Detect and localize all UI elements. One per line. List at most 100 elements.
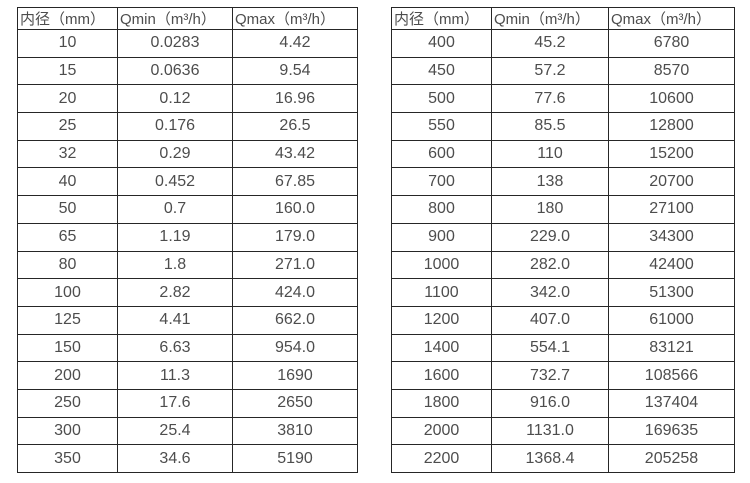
table-row: 550 85.5 12800: [391, 112, 735, 141]
table-cell: 3810: [232, 416, 358, 446]
table-cell: 27100: [608, 195, 735, 224]
table-cell: 450: [391, 56, 492, 86]
table-cell: 662.0: [232, 305, 358, 335]
table-cell: 85.5: [491, 112, 609, 141]
table-cell: 11.3: [117, 361, 233, 390]
table-row: 350 34.6 5190: [17, 444, 358, 473]
flow-spec-table-small-diameters: 内径（mm） Qmin（m³/h） Qmax（m³/h） 10 0.0283 4.42 15…: [17, 7, 358, 473]
table-cell: 200: [17, 361, 118, 390]
table-cell: 1100: [391, 278, 492, 307]
table-cell: 10: [17, 29, 118, 58]
table-cell: 20: [17, 84, 118, 114]
table-cell: 100: [17, 278, 118, 307]
table-cell: 80: [17, 250, 118, 280]
table-cell: 1200: [391, 305, 492, 335]
table-cell: 6.63: [117, 333, 233, 363]
table-cell: 8570: [608, 56, 735, 86]
table-cell: 954.0: [232, 333, 358, 363]
table-cell: 0.29: [117, 139, 233, 169]
table-row: 400 45.2 6780: [391, 29, 735, 58]
table-cell: 0.452: [117, 167, 233, 197]
table-cell: 20700: [608, 167, 735, 197]
table-row: 150 6.63 954.0: [17, 333, 358, 363]
table-cell: 77.6: [491, 84, 609, 114]
table-row: 600 110 15200: [391, 139, 735, 169]
table-cell: 32: [17, 139, 118, 169]
table-cell: 17.6: [117, 388, 233, 418]
table-cell: 1.19: [117, 222, 233, 252]
table-cell: 0.176: [117, 112, 233, 141]
table-cell: 9.54: [232, 56, 358, 86]
table-cell: 300: [17, 416, 118, 446]
table-cell: 1800: [391, 388, 492, 418]
table-cell: 550: [391, 112, 492, 141]
table-cell: 65: [17, 222, 118, 252]
table-cell: 67.85: [232, 167, 358, 197]
table-cell: 42400: [608, 250, 735, 280]
flow-spec-table-large-diameters: 内径（mm） Qmin（m³/h） Qmax（m³/h） 400 45.2 6780 450…: [391, 7, 735, 473]
table-row: 2200 1368.4 205258: [391, 444, 735, 473]
table-row: 10 0.0283 4.42: [17, 29, 358, 58]
table-row: 125 4.41 662.0: [17, 305, 358, 335]
table-row: 1600 732.7 108566: [391, 361, 735, 390]
table-cell: 110: [491, 139, 609, 169]
table-cell: 600: [391, 139, 492, 169]
table-row: 1000 282.0 42400: [391, 250, 735, 280]
table-row: 1100 342.0 51300: [391, 278, 735, 307]
table-row: 15 0.0636 9.54: [17, 56, 358, 86]
table-row: 20 0.12 16.96: [17, 84, 358, 114]
table-cell: 4.41: [117, 305, 233, 335]
table-cell: 137404: [608, 388, 735, 418]
table-cell: 6780: [608, 29, 735, 58]
table-cell: 900: [391, 222, 492, 252]
table-cell: 138: [491, 167, 609, 197]
table-cell: 125: [17, 305, 118, 335]
table-cell: 179.0: [232, 222, 358, 252]
table-cell: 169635: [608, 416, 735, 446]
table-cell: 83121: [608, 333, 735, 363]
table-cell: 1.8: [117, 250, 233, 280]
table-cell: 25.4: [117, 416, 233, 446]
table-cell: 0.7: [117, 195, 233, 224]
table-cell: 0.0283: [117, 29, 233, 58]
table-cell: 500: [391, 84, 492, 114]
table-row: 50 0.7 160.0: [17, 195, 358, 224]
table-cell: 342.0: [491, 278, 609, 307]
table-cell: 554.1: [491, 333, 609, 363]
table-cell: 400: [391, 29, 492, 58]
table-cell: 205258: [608, 444, 735, 473]
table-row: 300 25.4 3810: [17, 416, 358, 446]
table-cell: 61000: [608, 305, 735, 335]
table-cell: 15: [17, 56, 118, 86]
table-cell: 0.12: [117, 84, 233, 114]
table-cell: 2000: [391, 416, 492, 446]
table-row: 65 1.19 179.0: [17, 222, 358, 252]
column-header: Qmin（m³/h）: [117, 7, 233, 30]
table-row: 200 11.3 1690: [17, 361, 358, 390]
table-cell: 26.5: [232, 112, 358, 141]
table-cell: 4.42: [232, 29, 358, 58]
header-row: 内径（mm） Qmin（m³/h） Qmax（m³/h）: [391, 7, 735, 30]
table-cell: 1000: [391, 250, 492, 280]
table-row: 450 57.2 8570: [391, 56, 735, 86]
table-cell: 1600: [391, 361, 492, 390]
table-cell: 2.82: [117, 278, 233, 307]
table-cell: 229.0: [491, 222, 609, 252]
table-cell: 407.0: [491, 305, 609, 335]
table-cell: 1131.0: [491, 416, 609, 446]
column-header: Qmin（m³/h）: [491, 7, 609, 30]
table-row: 1400 554.1 83121: [391, 333, 735, 363]
table-cell: 916.0: [491, 388, 609, 418]
table-cell: 150: [17, 333, 118, 363]
table-row: 40 0.452 67.85: [17, 167, 358, 197]
table-row: 800 180 27100: [391, 195, 735, 224]
table-cell: 1400: [391, 333, 492, 363]
table-cell: 10600: [608, 84, 735, 114]
header-row: 内径（mm） Qmin（m³/h） Qmax（m³/h）: [17, 7, 358, 30]
table-cell: 271.0: [232, 250, 358, 280]
table-cell: 12800: [608, 112, 735, 141]
table-row: 500 77.6 10600: [391, 84, 735, 114]
table-cell: 45.2: [491, 29, 609, 58]
table-row: 32 0.29 43.42: [17, 139, 358, 169]
